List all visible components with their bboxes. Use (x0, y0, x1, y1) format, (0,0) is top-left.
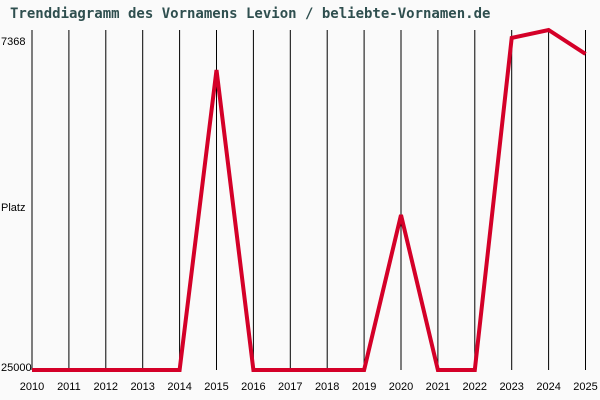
x-axis-label: 2013 (130, 381, 155, 393)
x-axis-label: 2014 (167, 381, 192, 393)
x-axis-label: 2019 (351, 381, 377, 393)
x-axis-label: 2017 (278, 381, 303, 393)
x-axis-label: 2012 (93, 381, 119, 393)
x-axis-label: 2015 (204, 381, 229, 393)
x-axis-label: 2022 (462, 381, 488, 393)
x-axis-label: 2018 (314, 381, 340, 393)
y-axis-top-label: 7368 (1, 36, 26, 48)
chart-title: Trenddiagramm des Vornamens Levion / bel… (10, 6, 491, 22)
y-axis-title: Platz (1, 202, 26, 214)
x-axis-label: 2024 (536, 381, 561, 393)
y-axis-bottom-label: 25000 (1, 362, 32, 374)
x-axis-label: 2010 (19, 381, 45, 393)
x-axis-label: 2021 (425, 381, 451, 393)
x-axis-label: 2023 (499, 381, 524, 393)
x-axis-label: 2025 (573, 381, 598, 393)
x-axis-label: 2020 (388, 381, 414, 393)
x-axis-label: 2016 (241, 381, 266, 393)
x-axis-label: 2011 (57, 381, 81, 393)
trend-line (32, 27, 587, 372)
